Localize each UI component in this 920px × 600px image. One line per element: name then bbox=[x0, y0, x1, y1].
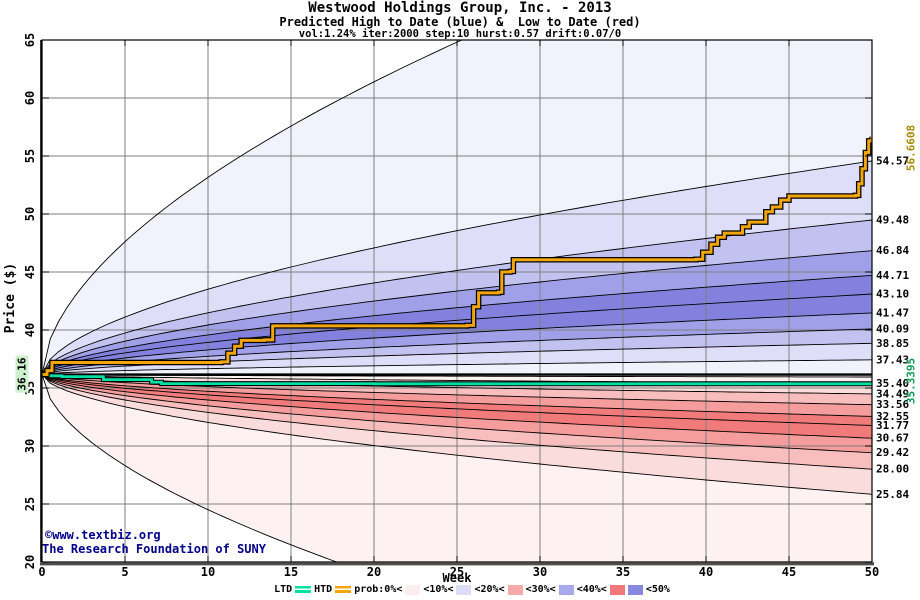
low-band-6 bbox=[42, 374, 872, 439]
low-boundary-9 bbox=[42, 374, 872, 470]
x-tick-label-15: 15 bbox=[284, 565, 298, 579]
right-band-label-7: 38.85 bbox=[876, 337, 909, 350]
right-band-label-13: 31.77 bbox=[876, 419, 909, 432]
right-band-label-15: 29.42 bbox=[876, 446, 909, 459]
legend-ltd-line-swatch bbox=[295, 586, 312, 593]
high-band-6 bbox=[42, 250, 872, 375]
legend-prob-swatch-0-0 bbox=[405, 584, 421, 595]
legend-prob-swatch-4-1 bbox=[627, 584, 643, 595]
right-band-label-10: 34.49 bbox=[876, 387, 909, 400]
y-tick-label-55: 55 bbox=[23, 149, 37, 163]
x-tick-label-0: 0 bbox=[38, 565, 45, 579]
ltd-final-value-label: 35.3395 bbox=[904, 357, 918, 405]
x-tick-label-10: 10 bbox=[201, 565, 215, 579]
legend-prob-label-4: <40%< bbox=[576, 584, 607, 595]
right-band-label-11: 33.56 bbox=[876, 398, 909, 411]
low-band-7 bbox=[42, 374, 872, 453]
legend-prob-label-0: prob:0%< bbox=[354, 584, 403, 595]
ltd-line bbox=[42, 373, 872, 386]
y-tick-label-25: 25 bbox=[23, 497, 37, 511]
low-boundary-8 bbox=[42, 374, 872, 454]
legend: LTD HTD prob:0%< <10%< <20%< <30%< <40%< <50% bbox=[42, 584, 902, 595]
x-tick-label-35: 35 bbox=[616, 565, 630, 579]
x-axis-title: Week bbox=[442, 571, 472, 585]
high-boundary-7 bbox=[42, 250, 872, 375]
htd-final-value-label: 56.6608 bbox=[904, 124, 918, 172]
low-boundary-5 bbox=[42, 374, 872, 417]
high-boundary-5 bbox=[42, 293, 872, 375]
low-boundary-6 bbox=[42, 374, 872, 426]
right-band-label-2: 46.84 bbox=[876, 244, 909, 257]
high-boundary-3 bbox=[42, 328, 872, 375]
legend-prob-label-1: <10%< bbox=[423, 584, 454, 595]
x-tick-label-25: 25 bbox=[450, 565, 464, 579]
chart-subtitle: Predicted High to Date (blue) & Low to D… bbox=[279, 15, 641, 29]
x-tick-label-20: 20 bbox=[367, 565, 381, 579]
right-band-label-16: 28.00 bbox=[876, 463, 909, 476]
x-tick-label-30: 30 bbox=[533, 565, 547, 579]
legend-prob-label-2: <20%< bbox=[474, 584, 505, 595]
right-band-label-12: 32.55 bbox=[876, 410, 909, 423]
high-boundary-4 bbox=[42, 312, 872, 375]
copyright-link: ©www.textbiz.org bbox=[45, 528, 161, 542]
legend-prob-swatch-1-0 bbox=[456, 584, 472, 595]
htd-line bbox=[42, 136, 872, 376]
legend-prob-label-5: <50% bbox=[645, 584, 670, 595]
right-band-label-1: 49.48 bbox=[876, 214, 909, 227]
legend-htd-line-swatch bbox=[335, 586, 352, 593]
y-tick-label-30: 30 bbox=[23, 439, 37, 453]
legend-ltd-label: LTD bbox=[274, 584, 293, 595]
high-boundary-6 bbox=[42, 274, 872, 375]
x-tick-label-45: 45 bbox=[782, 565, 796, 579]
x-tick-label-40: 40 bbox=[699, 565, 713, 579]
legend-prob-label-3: <30%< bbox=[525, 584, 556, 595]
low-band-9 bbox=[42, 374, 872, 495]
low-band-5 bbox=[42, 374, 872, 426]
legend-htd-label: HTD bbox=[314, 584, 333, 595]
high-boundary-9 bbox=[42, 160, 872, 375]
y-tick-label-50: 50 bbox=[23, 207, 37, 221]
right-band-label-3: 44.71 bbox=[876, 269, 909, 282]
right-band-label-9: 35.40 bbox=[876, 377, 909, 390]
start-price-label: 36.16 bbox=[15, 355, 29, 393]
right-band-label-5: 41.47 bbox=[876, 306, 909, 319]
right-band-label-14: 30.67 bbox=[876, 432, 909, 445]
chart-title: Westwood Holdings Group, Inc. - 2013 bbox=[308, 0, 612, 16]
y-tick-label-40: 40 bbox=[23, 323, 37, 337]
low-boundary-11 bbox=[42, 374, 338, 562]
low-boundary-7 bbox=[42, 374, 872, 439]
y-tick-label-65: 65 bbox=[23, 33, 37, 47]
y-tick-label-45: 45 bbox=[23, 265, 37, 279]
y-tick-label-20: 20 bbox=[23, 555, 37, 569]
foundation-credit: The Research Foundation of SUNY bbox=[42, 542, 266, 556]
y-tick-label-60: 60 bbox=[23, 91, 37, 105]
y-axis-title: Price ($) bbox=[3, 263, 18, 333]
right-band-label-0: 54.57 bbox=[876, 154, 909, 167]
right-band-label-17: 25.84 bbox=[876, 488, 909, 501]
right-band-label-8: 37.43 bbox=[876, 353, 909, 366]
low-boundary-10 bbox=[42, 374, 872, 495]
x-tick-label-50: 50 bbox=[865, 565, 879, 579]
high-boundary-1 bbox=[42, 359, 872, 375]
high-band-5 bbox=[42, 275, 872, 375]
legend-prob-swatch-2-0 bbox=[507, 584, 523, 595]
chart-params: vol:1.24% iter:2000 step:10 hurst:0.57 d… bbox=[298, 28, 622, 40]
legend-prob-swatch-3-0 bbox=[558, 584, 574, 595]
legend-prob-swatch-4-0 bbox=[609, 584, 625, 595]
x-tick-label-5: 5 bbox=[121, 565, 128, 579]
high-band-4 bbox=[42, 294, 872, 375]
right-band-label-4: 43.10 bbox=[876, 288, 909, 301]
right-band-label-6: 40.09 bbox=[876, 322, 909, 335]
